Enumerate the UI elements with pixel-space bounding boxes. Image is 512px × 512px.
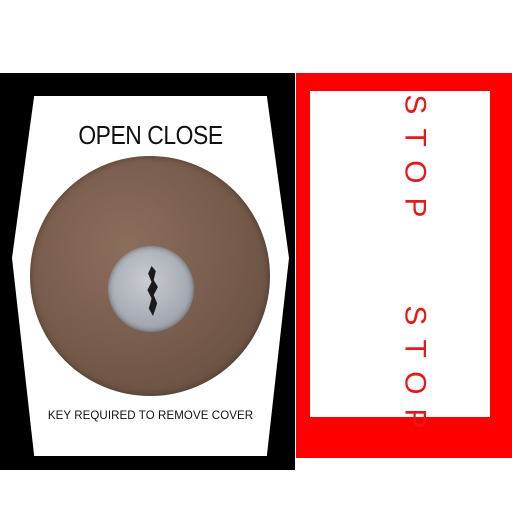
key-required-label: KEY REQUIRED TO REMOVE COVER xyxy=(47,410,254,422)
stop-label-bottom: STOP xyxy=(398,305,432,443)
stop-panel: STOP STOP xyxy=(296,73,512,458)
white-plate: OPEN CLOSE KEY REQUIRED TO REMOVE COVER xyxy=(12,96,289,456)
lock-cover-panel: OPEN CLOSE KEY REQUIRED TO REMOVE COVER xyxy=(0,73,295,470)
keyway-icon xyxy=(147,266,158,316)
stop-label-top: STOP xyxy=(398,94,432,232)
stop-panel-inner: STOP STOP xyxy=(310,91,490,443)
bronze-cover-disc xyxy=(30,156,270,396)
lock-cylinder-icon xyxy=(108,246,194,332)
open-close-label: OPEN CLOSE xyxy=(78,120,223,150)
